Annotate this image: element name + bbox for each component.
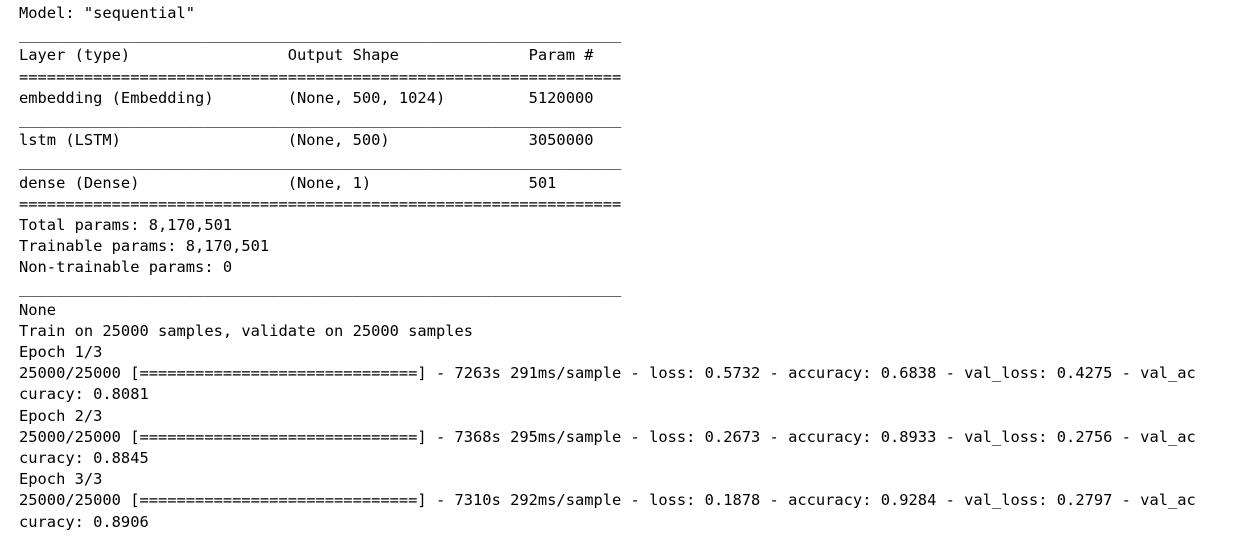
summary-bottom-rule: ________________________________________…: [19, 279, 622, 298]
layer-row-dense: dense (Dense) (None, 1) 501: [19, 173, 622, 192]
epoch-progress-line: 25000/25000 [===========================…: [19, 491, 1196, 510]
summary-top-rule: ________________________________________…: [19, 25, 622, 44]
epoch-label: Epoch 2/3: [19, 406, 103, 425]
epoch-progress-wrap: curacy: 0.8906: [19, 512, 149, 531]
epoch-progress-line: 25000/25000 [===========================…: [19, 427, 1196, 446]
layer-separator-rule: ________________________________________…: [19, 152, 622, 171]
non-trainable-params-line: Non-trainable params: 0: [19, 258, 233, 277]
epoch-progress-line: 25000/25000 [===========================…: [19, 364, 1196, 383]
layer-separator-rule: ________________________________________…: [19, 109, 622, 128]
trainable-params-line: Trainable params: 8,170,501: [19, 237, 270, 256]
layer-row-lstm: lstm (LSTM) (None, 500) 3050000: [19, 131, 622, 150]
summary-double-rule: ========================================…: [19, 67, 622, 86]
layer-row-embedding: embedding (Embedding) (None, 500, 1024) …: [19, 88, 622, 107]
epoch-progress-wrap: curacy: 0.8081: [19, 385, 149, 404]
epoch-label: Epoch 3/3: [19, 470, 103, 489]
total-params-line: Total params: 8,170,501: [19, 215, 233, 234]
summary-header-row: Layer (type) Output Shape Param #: [19, 46, 622, 65]
summary-double-rule: ========================================…: [19, 194, 622, 213]
model-name-line: Model: "sequential": [19, 4, 196, 22]
epoch-progress-wrap: curacy: 0.8845: [19, 448, 149, 467]
none-return-line: None: [19, 300, 57, 319]
console-output: Model: "sequential" ____________________…: [19, 3, 1196, 533]
train-info-line: Train on 25000 samples, validate on 2500…: [19, 321, 474, 340]
epoch-label: Epoch 1/3: [19, 343, 103, 361]
